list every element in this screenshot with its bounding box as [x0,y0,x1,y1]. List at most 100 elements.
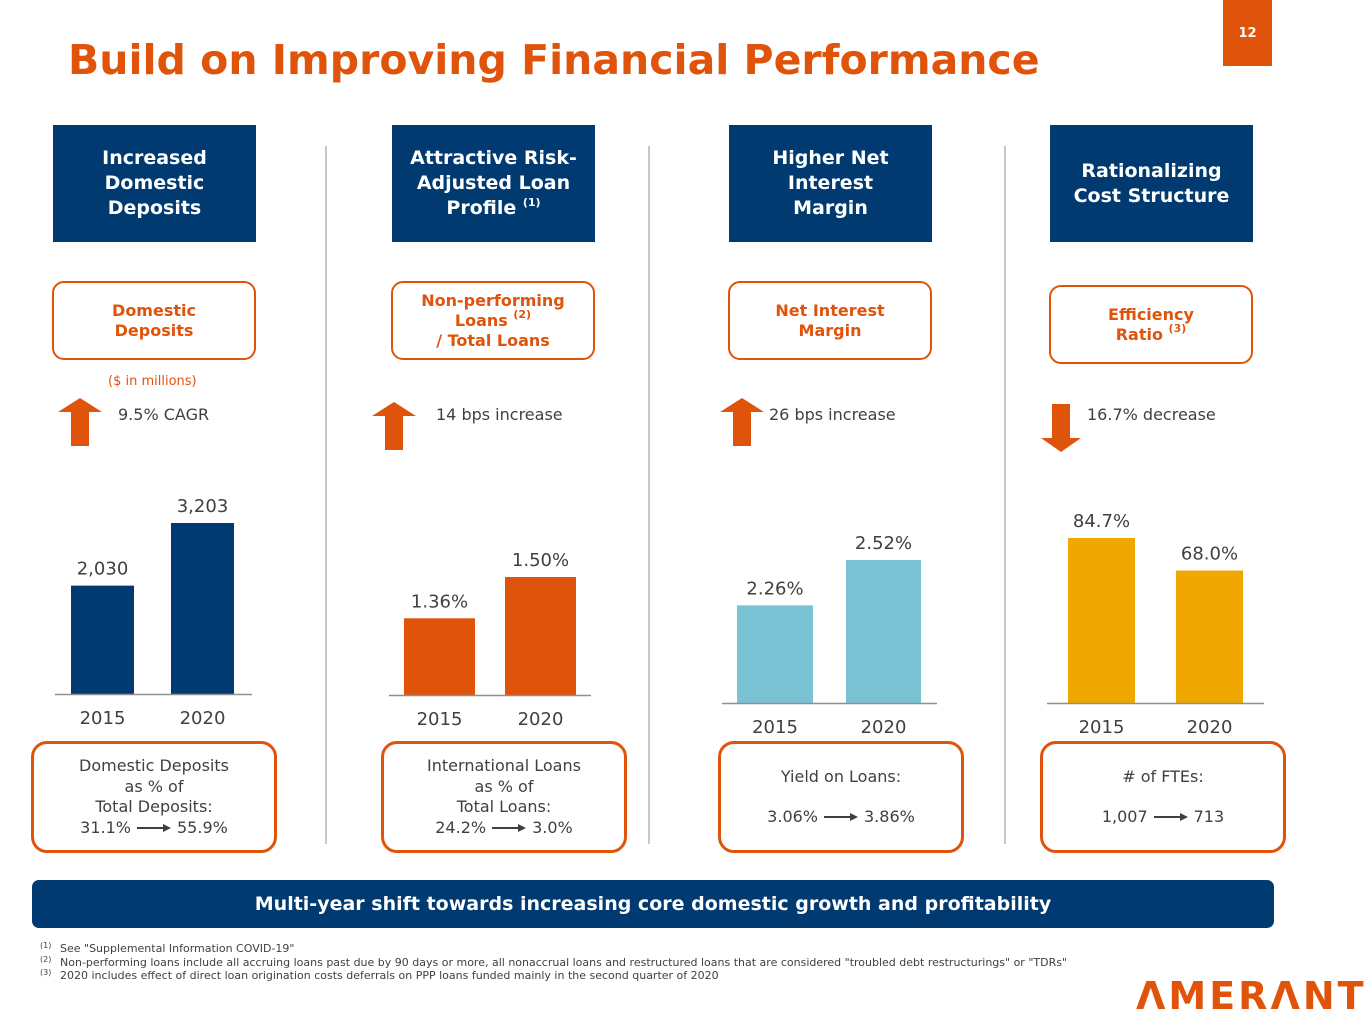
column-heading-line: Adjusted Loan [416,172,571,194]
x-tick-label: 2020 [1187,717,1233,738]
column-heading: Higher Net Interest Margin [729,125,932,242]
column-heading-line: Cost Structure [1073,184,1230,207]
change-summary: 16.7% decrease [1087,405,1216,424]
column-heading: Increased Domestic Deposits [53,125,256,242]
footnote-ref: (2) [513,307,532,321]
column-divider [325,146,327,844]
column-heading: Rationalizing Cost Structure [1050,125,1253,242]
footnote-mark: (2) [40,954,52,964]
bar [505,577,576,695]
right-arrow-icon [137,823,171,833]
metric-label-line: Non-performing [421,290,565,310]
column-heading-line: Rationalizing [1081,159,1222,182]
bar [171,523,234,694]
x-tick-label: 2015 [80,708,126,729]
footnote: (3) 2020 includes effect of direct loan o… [40,968,1067,983]
bar-value-label: 2,030 [77,559,129,580]
comparison-label: Total Deposits: [95,797,213,816]
right-arrow-icon [492,823,527,833]
bar-value-label: 3,203 [177,496,229,517]
from-value: 3.06% [767,807,818,826]
bar [737,605,813,703]
comparison-label: Domestic Deposits [79,756,229,775]
column-heading: Attractive Risk- Adjusted Loan Profile (1) [392,125,595,242]
metric-label-line: Loans [454,310,508,330]
column-heading-line: Higher Net [772,147,889,169]
page-number-badge: 12 [1223,0,1272,66]
down-arrow-icon [1039,404,1083,454]
to-value: 3.0% [532,817,573,837]
to-value: 3.86% [864,807,915,826]
footnote-ref: (1) [522,196,541,209]
comparison-label: as % of [124,776,184,796]
right-arrow-icon [824,812,858,822]
footnote-text: Non-performing loans include all accruin… [60,955,1067,969]
footnote-text: See "Supplemental Information COVID-19" [60,942,295,955]
metric-label-line: Deposits [114,320,194,340]
bar [846,560,921,703]
footnote-mark: (3) [40,968,52,977]
column-heading-line: Profile [446,197,517,219]
page-title: Build on Improving Financial Performance [68,36,1040,84]
from-value: 24.2% [435,817,487,837]
comparison-box: Yield on Loans: 3.06% 3.86% [718,741,964,853]
bar-value-label: 84.7% [1073,511,1130,532]
column-heading-line: Attractive Risk- [410,147,577,169]
x-tick-label: 2015 [752,717,798,738]
from-value: 1,007 [1101,807,1148,826]
column-heading-line: Margin [793,197,868,219]
metric-label-box: Domestic Deposits [52,281,256,360]
comparison-box: International Loans as % of Total Loans: 24… [381,741,627,853]
metric-label-line: Net Interest [775,300,885,320]
bar-value-label: 2.26% [746,578,803,599]
bar-value-label: 1.50% [512,550,569,571]
metric-label-line: Domestic [112,300,196,320]
comparison-label: as % of [474,776,534,796]
footnote-text: 2020 includes effect of direct loan orig… [60,969,719,982]
footnotes: (1) See "Supplemental Information COVID-1… [40,941,1067,983]
x-tick-label: 2020 [180,708,226,729]
bar [1176,570,1243,703]
metric-label-line: Margin [798,320,862,340]
metric-label-line: Ratio [1115,324,1163,344]
bar [1068,538,1135,703]
bar-value-label: 2.52% [855,533,912,554]
comparison-box: Domestic Deposits as % of Total Deposits: 3… [31,741,277,853]
column-divider [1004,146,1006,844]
footnote: (2) Non-performing loans include all accr… [40,954,1067,970]
metric-label-box: Non-performing Loans (2) / Total Loans [391,281,595,360]
bar [71,585,134,694]
bar [404,618,475,695]
to-value: 713 [1193,807,1225,826]
amerant-logo: ΛMERΛNT [1136,974,1365,1018]
x-tick-label: 2015 [1079,717,1125,738]
bar-value-label: 1.36% [411,591,468,612]
metric-label-line: / Total Loans [436,330,550,350]
from-value: 31.1% [80,817,131,837]
change-summary: 9.5% CAGR [118,405,210,424]
metric-label-box: Efficiency Ratio (3) [1049,285,1253,364]
column-heading-line: Interest [787,172,874,194]
column-heading-line: Deposits [107,197,202,219]
column-heading-line: Domestic [104,172,205,194]
comparison-box: # of FTEs: 1,007 713 [1040,741,1286,853]
up-arrow-icon [58,398,102,448]
right-arrow-icon [1153,812,1188,822]
to-value: 55.9% [177,817,228,837]
comparison-label: # of FTEs: [1122,766,1204,786]
comparison-label: International Loans [427,756,581,775]
bar-value-label: 68.0% [1181,544,1238,565]
x-tick-label: 2020 [518,709,564,730]
column-divider [648,146,650,844]
x-tick-label: 2020 [861,717,907,738]
x-tick-label: 2015 [417,709,463,730]
units-label: ($ in millions) [108,374,197,389]
change-summary: 14 bps increase [436,405,563,424]
footnote: (1) See "Supplemental Information COVID-1… [40,941,1067,956]
metric-label-line: Efficiency [1108,304,1194,324]
column-heading-line: Increased [102,147,207,169]
metric-label-box: Net Interest Margin [728,281,932,360]
up-arrow-icon [372,402,416,452]
footnote-mark: (1) [40,941,52,950]
footnote-ref: (3) [1168,321,1187,335]
